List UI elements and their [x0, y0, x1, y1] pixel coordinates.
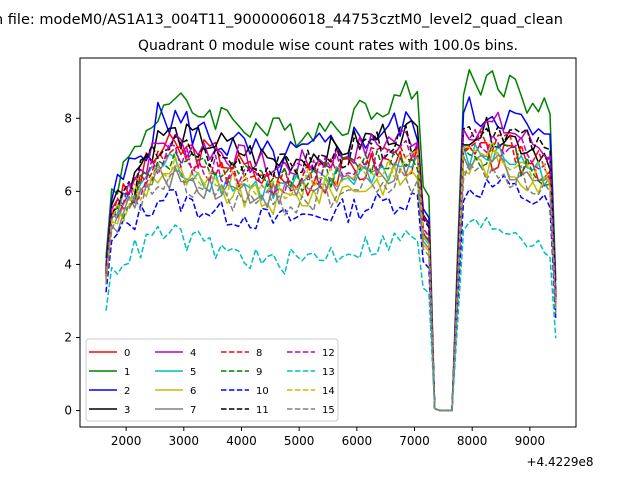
- y-tick-label: 0: [64, 404, 72, 418]
- x-tick-label: 2000: [111, 434, 142, 448]
- legend-label: 11: [256, 405, 269, 416]
- y-tick-label: 2: [64, 330, 72, 344]
- series-line-3: [105, 116, 557, 412]
- legend-label: 1: [124, 367, 130, 378]
- series-line-7: [105, 154, 557, 412]
- legend-label: 8: [256, 348, 262, 359]
- x-offset-label: +4.4229e8: [526, 455, 593, 469]
- y-tick-label: 6: [64, 184, 72, 198]
- series-line-11: [105, 124, 557, 412]
- x-tick-label: 4000: [226, 434, 257, 448]
- series-line-10: [105, 174, 557, 412]
- figure-suptitle: n file: modeM0/AS1A13_004T11_9000006018_…: [0, 12, 563, 28]
- legend-label: 12: [322, 348, 335, 359]
- legend-label: 0: [124, 348, 130, 359]
- chart-title: Quadrant 0 module wise count rates with …: [138, 38, 518, 54]
- legend-label: 10: [256, 386, 269, 397]
- y-tick-label: 8: [64, 111, 72, 125]
- plot-frame: [79, 57, 577, 428]
- x-tick-label: 8000: [457, 434, 488, 448]
- legend-label: 15: [322, 405, 335, 416]
- series-line-1: [105, 68, 557, 412]
- legend-label: 3: [124, 405, 130, 416]
- legend-label: 6: [190, 386, 196, 397]
- legend-box: [85, 338, 339, 422]
- series-line-13: [105, 216, 557, 412]
- y-tick-label: 4: [64, 257, 72, 271]
- legend-label: 13: [322, 367, 335, 378]
- legend-label: 9: [256, 367, 262, 378]
- series-line-8: [105, 130, 557, 412]
- legend-label: 14: [322, 386, 335, 397]
- x-tick-label: 3000: [169, 434, 200, 448]
- legend-label: 5: [190, 367, 196, 378]
- series-line-2: [105, 96, 557, 412]
- series-layer: [105, 68, 557, 412]
- x-tick-label: 6000: [342, 434, 373, 448]
- axes-layer: 2000 3000 4000 5000 6000 7000 8000 9000 0 2 4 6 8: [64, 111, 545, 448]
- series-line-15: [105, 161, 557, 412]
- x-tick-label: 9000: [515, 434, 546, 448]
- legend-label: 7: [190, 405, 196, 416]
- legend-label: 4: [190, 348, 196, 359]
- series-line-12: [105, 128, 557, 412]
- x-tick-label: 5000: [284, 434, 315, 448]
- x-tick-label: 7000: [399, 434, 430, 448]
- legend-label: 2: [124, 386, 130, 397]
